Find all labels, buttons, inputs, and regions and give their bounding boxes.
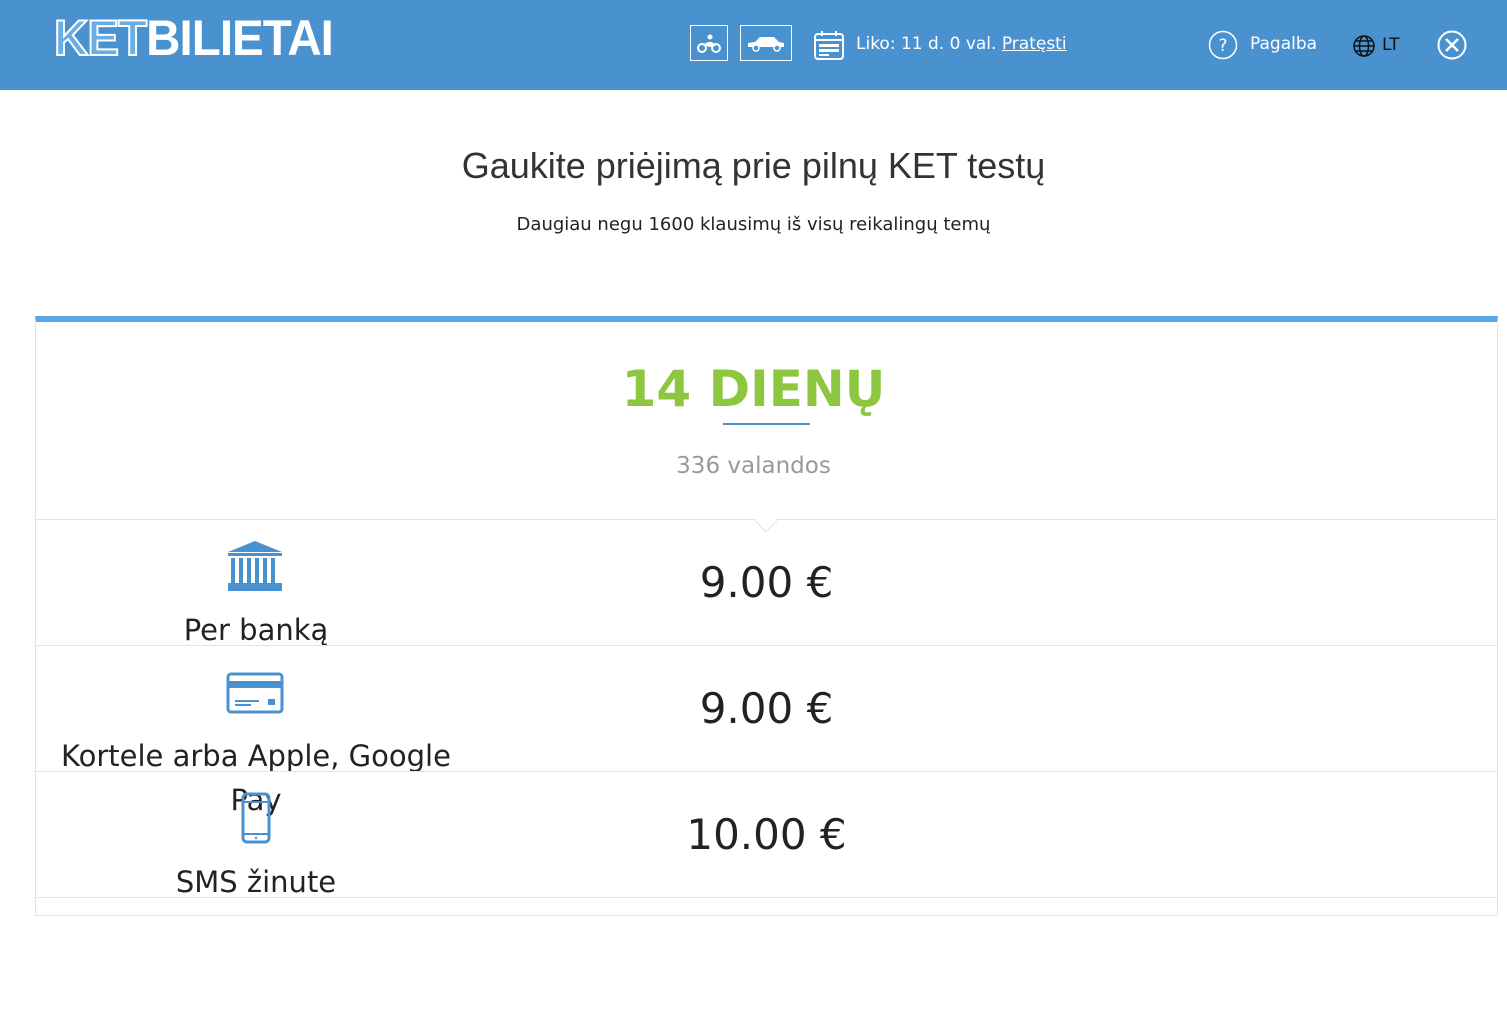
payment-option-card[interactable]: Kortele arba Apple, Google Pay 9.00 € bbox=[36, 645, 1497, 817]
payment-label: SMS žinute bbox=[175, 865, 337, 899]
help-link[interactable]: Pagalba bbox=[1250, 34, 1318, 54]
plan-name: 14 DIENŲ bbox=[621, 360, 886, 418]
subscription-status: Liko: 11 d. 0 val. Pratęsti bbox=[856, 34, 1067, 54]
motorcycle-icon bbox=[697, 34, 721, 53]
top-bar: KETBILIETAI Liko: 11 d. 0 val. Pratęsti … bbox=[0, 0, 1507, 90]
credit-card-icon bbox=[226, 672, 284, 714]
payment-option-sms[interactable]: SMS žinute 10.00 € bbox=[36, 771, 1497, 899]
svg-text:?: ? bbox=[1218, 36, 1227, 56]
extend-link[interactable]: Pratęsti bbox=[1001, 34, 1067, 54]
smartphone-icon bbox=[241, 792, 271, 844]
payment-option-bank[interactable]: Per banką 9.00 € bbox=[36, 519, 1497, 647]
plan-underline bbox=[723, 423, 810, 425]
bank-icon bbox=[228, 541, 282, 591]
car-icon bbox=[748, 37, 784, 52]
help-icon[interactable]: ? bbox=[1208, 30, 1238, 60]
motorcycle-button[interactable] bbox=[690, 25, 728, 61]
close-icon[interactable] bbox=[1437, 30, 1467, 60]
page-subtitle: Daugiau negu 1600 klausimų iš visų reika… bbox=[516, 214, 991, 235]
language-selector[interactable]: LT bbox=[1382, 35, 1400, 55]
row-divider bbox=[36, 897, 1497, 1023]
plan-hours: 336 valandos bbox=[676, 453, 831, 479]
calendar-icon bbox=[814, 31, 844, 60]
page-title: Gaukite priėjimą prie pilnų KET testų bbox=[461, 145, 1046, 186]
payment-label: Kortele arba Apple, Google Pay bbox=[61, 739, 451, 817]
payment-price: 9.00 € bbox=[699, 558, 834, 607]
payment-label: Per banką bbox=[183, 613, 329, 647]
payment-price: 9.00 € bbox=[699, 684, 834, 733]
logo[interactable]: KETBILIETAI bbox=[53, 10, 334, 66]
payment-price: 10.00 € bbox=[686, 810, 847, 859]
globe-icon[interactable] bbox=[1353, 35, 1375, 57]
car-button[interactable] bbox=[740, 25, 792, 61]
